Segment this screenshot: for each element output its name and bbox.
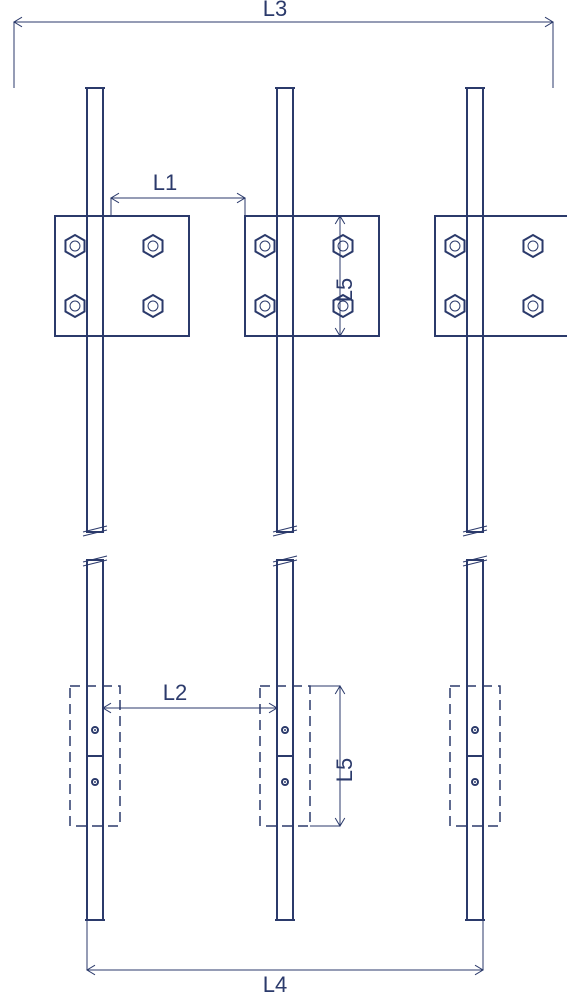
column-assembly (435, 88, 567, 920)
dim-label-l3: L3 (263, 0, 287, 21)
engineering-drawing: L3 L4 L1 L2 L5 L5 (0, 0, 567, 1000)
column-assembly (55, 88, 189, 920)
dimensions: L3 L4 L1 L2 L5 L5 (14, 0, 553, 997)
column-assembly (245, 88, 379, 920)
dim-label-l4: L4 (263, 972, 287, 997)
dim-label-l5: L5 (332, 278, 357, 302)
dim-label-l1: L1 (153, 170, 177, 195)
dim-label-l2: L2 (163, 680, 187, 705)
dim-label-l5: L5 (332, 758, 357, 782)
